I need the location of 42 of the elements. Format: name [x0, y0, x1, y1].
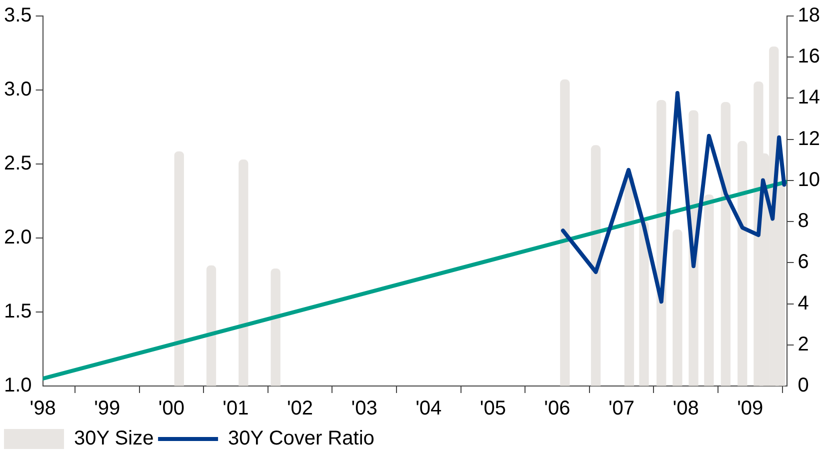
y2-tick-label: 18	[798, 4, 820, 27]
y-tick-label: 2.5	[4, 152, 32, 175]
x-tick-label: '04	[416, 398, 442, 420]
legend-label: 30Y Size	[74, 428, 154, 450]
y-tick-label: 3.5	[4, 4, 32, 27]
x-tick-label: '00	[158, 398, 184, 420]
y-tick-label: 1.5	[4, 300, 32, 323]
legend-label: 30Y Cover Ratio	[228, 428, 374, 450]
x-tick-label: '02	[286, 398, 314, 420]
y-tick-label: 2.0	[4, 226, 32, 249]
y2-tick-label: 8	[798, 210, 809, 232]
bar	[206, 265, 216, 386]
bar	[238, 160, 248, 386]
x-tick-label: '05	[480, 398, 506, 420]
y2-tick-label: 10	[798, 168, 820, 191]
y2-tick-label: 16	[798, 46, 820, 68]
x-tick-label: '07	[608, 398, 635, 420]
bar	[590, 145, 601, 386]
x-tick-label: '09	[737, 398, 764, 420]
x-tick-label: '99	[94, 398, 120, 420]
x-tick-label: '03	[351, 398, 378, 420]
bar	[704, 194, 714, 386]
bar	[624, 176, 634, 386]
x-tick-label: '06	[544, 398, 570, 420]
y-tick-label: 3.0	[4, 78, 32, 101]
y2-tick-label: 0	[798, 374, 809, 397]
bar	[174, 151, 184, 386]
y2-tick-label: 12	[798, 128, 820, 150]
x-tick-label: '01	[222, 398, 249, 420]
bar	[270, 268, 280, 386]
y-tick-label: 1.0	[4, 374, 32, 397]
y2-tick-label: 14	[798, 86, 820, 109]
x-tick-label: '08	[672, 398, 699, 420]
y2-tick-label: 6	[798, 251, 809, 274]
bar	[720, 102, 730, 386]
x-tick-label: '98	[30, 398, 56, 420]
bar	[560, 79, 570, 386]
y2-tick-label: 2	[798, 333, 809, 356]
bar	[639, 221, 649, 386]
bar	[738, 141, 748, 386]
bar	[672, 229, 682, 386]
y2-tick-label: 4	[798, 292, 809, 314]
